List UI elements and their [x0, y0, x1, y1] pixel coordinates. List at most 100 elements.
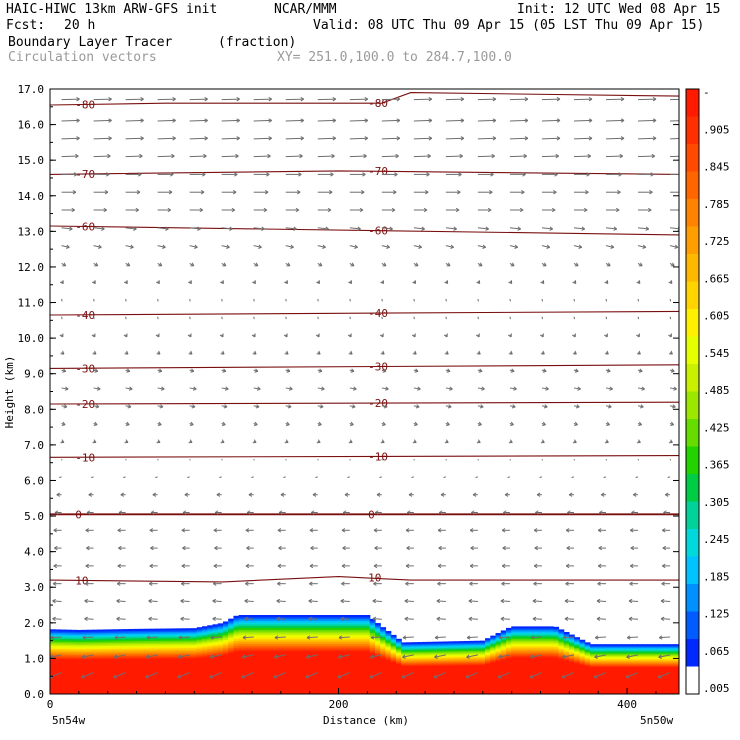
tracer-cell — [474, 655, 481, 657]
wind-vector — [509, 118, 529, 123]
tracer-cell — [364, 630, 371, 634]
tracer-cell — [673, 658, 679, 661]
wind-vector — [573, 136, 593, 141]
tracer-cell — [422, 661, 428, 664]
tracer-cell — [526, 653, 533, 656]
tracer-cell — [123, 655, 130, 658]
tracer-cell — [165, 650, 172, 653]
tracer-cell — [112, 649, 119, 652]
tracer-cell — [526, 635, 533, 638]
tracer-cell — [658, 662, 664, 664]
tracer-cell — [333, 627, 339, 630]
tracer-cell — [369, 625, 376, 628]
wind-vector — [509, 298, 512, 302]
tracer-cell — [222, 621, 229, 624]
wind-vector — [181, 528, 190, 533]
tracer-cell — [154, 649, 161, 652]
tracer-cell — [364, 641, 371, 645]
contour-label: -60 — [368, 224, 388, 237]
tracer-cell — [191, 657, 198, 694]
wind-vector — [469, 563, 478, 569]
wind-vector — [347, 476, 350, 478]
tracer-cell — [207, 646, 214, 650]
colorbar-label: .005 — [703, 682, 730, 695]
tracer-cell — [259, 616, 266, 620]
wind-vector — [669, 386, 677, 391]
tracer-cell — [333, 646, 339, 650]
tracer-cell — [76, 631, 83, 634]
tracer-cell — [589, 663, 596, 665]
wind-vector — [605, 368, 611, 373]
tracer-cell — [343, 632, 350, 636]
tracer-cell — [652, 655, 659, 658]
tracer-cell — [647, 650, 654, 653]
tracer-cell — [427, 645, 434, 648]
wind-vector — [500, 598, 510, 604]
tracer-cell — [364, 634, 371, 637]
wind-vector — [189, 136, 208, 141]
tracer-cell — [285, 645, 292, 648]
tracer-cell — [411, 658, 418, 661]
tracer-cell — [233, 649, 240, 652]
wind-vector — [284, 439, 289, 444]
tracer-cell — [228, 622, 235, 625]
tracer-cell — [128, 646, 135, 649]
tracer-cell — [149, 634, 156, 637]
tracer-cell — [280, 638, 287, 641]
tracer-cell — [133, 656, 140, 659]
tracer-cell — [427, 650, 434, 652]
tracer-cell — [642, 663, 649, 665]
tracer-cell — [275, 614, 282, 618]
wind-vector — [670, 191, 679, 193]
tracer-cell — [60, 649, 67, 652]
tracer-cell — [317, 645, 324, 648]
tracer-cell — [558, 654, 565, 657]
wind-vector — [637, 298, 640, 302]
tracer-cell — [359, 630, 366, 634]
tracer-cell — [432, 648, 439, 651]
tracer-cell — [123, 630, 130, 633]
tracer-cell — [275, 639, 282, 643]
wind-vector — [117, 528, 126, 533]
wind-vector — [244, 598, 254, 604]
tracer-cell — [243, 622, 250, 625]
tracer-cell — [139, 655, 145, 658]
tracer-cell — [511, 640, 518, 643]
tracer-cell — [322, 623, 329, 627]
tracer-cell — [317, 627, 324, 630]
tracer-cell — [364, 620, 371, 623]
tracer-cell — [600, 657, 607, 660]
tracer-cell — [437, 659, 444, 662]
tracer-cell — [165, 637, 172, 640]
tracer-cell — [207, 631, 214, 634]
tracer-cell — [411, 646, 418, 649]
tracer-cell — [516, 629, 523, 632]
tracer-cell — [647, 665, 654, 668]
wind-vector — [658, 635, 671, 640]
tracer-cell — [348, 620, 355, 623]
tracer-cell — [385, 652, 392, 655]
tracer-cell — [275, 648, 282, 652]
wind-vector — [93, 262, 99, 267]
tracer-cell — [343, 622, 350, 625]
tracer-cell — [191, 631, 198, 634]
tracer-cell — [469, 642, 476, 644]
wind-vector — [477, 226, 489, 231]
tracer-cell — [128, 628, 135, 632]
tracer-cell — [175, 631, 182, 634]
tracer-cell — [160, 652, 166, 655]
tracer-cell — [76, 651, 83, 654]
tracer-cell — [458, 664, 465, 694]
tracer-cell — [437, 661, 444, 664]
tracer-cell — [589, 652, 596, 654]
tracer-cell — [306, 620, 313, 623]
tracer-cell — [673, 653, 679, 655]
tracer-cell — [427, 654, 434, 657]
tracer-cell — [364, 618, 371, 621]
tracer-cell — [416, 660, 423, 663]
tracer-cell — [647, 656, 654, 659]
wind-vector — [305, 672, 318, 679]
contour-line — [50, 170, 679, 175]
wind-vector — [253, 458, 255, 461]
tracer-cell — [663, 656, 670, 659]
